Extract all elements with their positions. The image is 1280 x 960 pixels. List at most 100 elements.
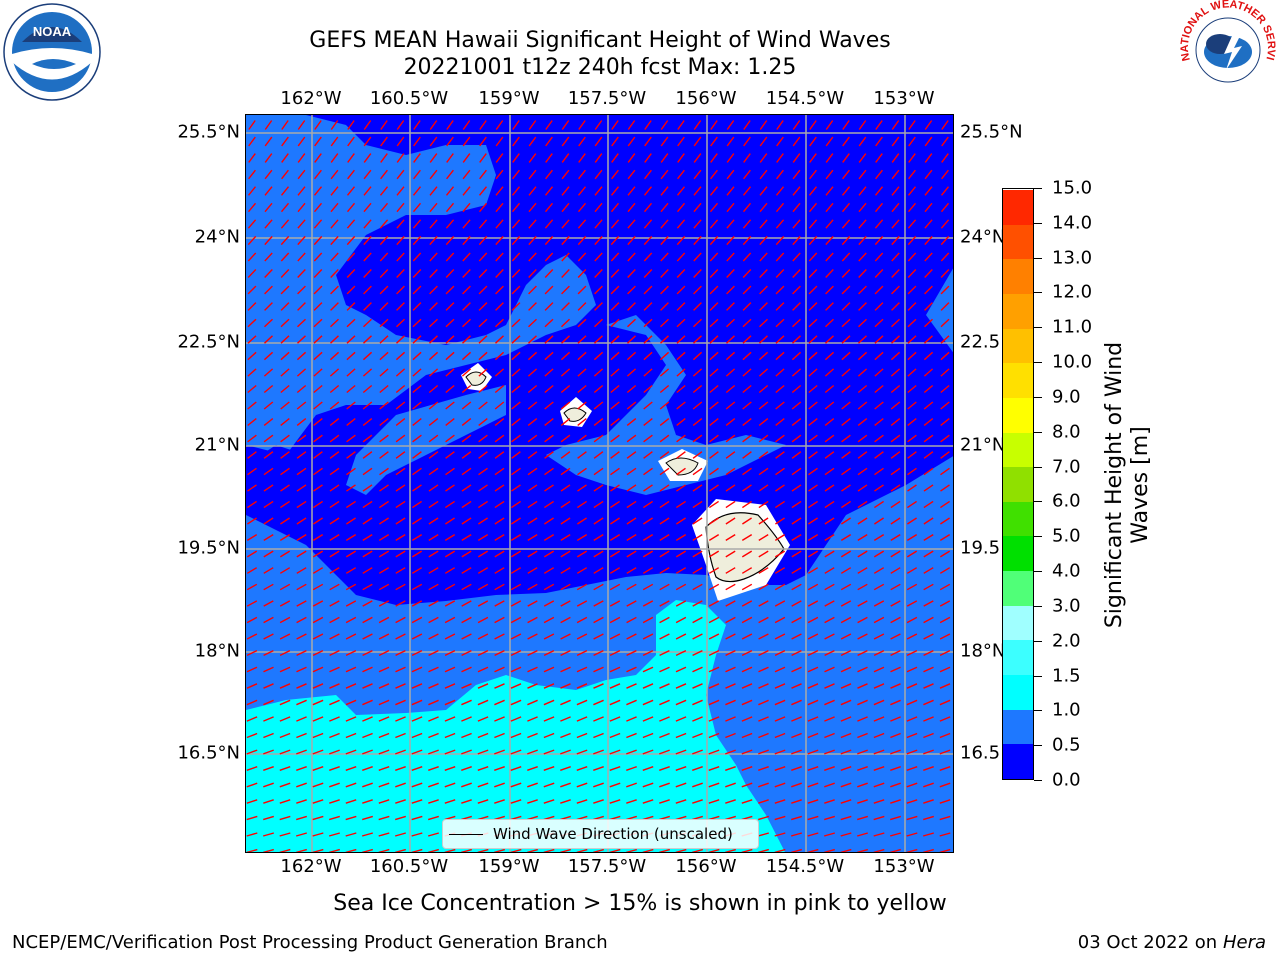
- wave-direction-arrow: [857, 517, 868, 525]
- wave-direction-arrow: [494, 799, 505, 804]
- wave-direction-arrow: [462, 186, 471, 196]
- wave-direction-arrow: [939, 815, 951, 821]
- wave-direction-arrow: [543, 550, 555, 558]
- lat-label-left: 21°N: [194, 434, 240, 456]
- wave-direction-arrow: [593, 616, 604, 624]
- wave-direction-arrow: [346, 484, 356, 492]
- wave-direction-arrow: [741, 666, 753, 673]
- wave-direction-arrow: [857, 567, 868, 574]
- wave-direction-arrow: [429, 202, 438, 213]
- wave-direction-arrow: [676, 517, 686, 525]
- wave-direction-arrow: [312, 666, 324, 673]
- wave-direction-arrow: [313, 351, 323, 361]
- wave-direction-arrow: [775, 401, 785, 410]
- wave-direction-arrow: [906, 766, 918, 771]
- wave-direction-arrow: [808, 318, 818, 328]
- wave-direction-arrow: [544, 186, 554, 196]
- wave-direction-arrow: [759, 186, 768, 196]
- wave-direction-arrow: [297, 252, 306, 262]
- wave-direction-arrow: [775, 500, 785, 509]
- wave-direction-arrow: [675, 782, 687, 788]
- wave-direction-arrow: [758, 799, 769, 804]
- wave-direction-arrow: [693, 169, 702, 180]
- wave-direction-arrow: [775, 318, 785, 328]
- wave-direction-arrow: [692, 550, 703, 558]
- wave-direction-arrow: [759, 219, 768, 229]
- wave-direction-arrow: [659, 848, 670, 852]
- wave-direction-arrow: [561, 335, 570, 344]
- wave-direction-arrow: [345, 633, 357, 640]
- wave-direction-arrow: [263, 550, 274, 558]
- wave-direction-arrow: [924, 186, 933, 196]
- colorbar-segment: [1003, 709, 1033, 745]
- wave-direction-arrow: [345, 534, 357, 541]
- wave-direction-arrow: [263, 749, 274, 755]
- wave-direction-arrow: [659, 732, 670, 739]
- wave-direction-arrow: [923, 351, 934, 361]
- wave-direction-arrow: [742, 235, 752, 246]
- wave-direction-arrow: [429, 136, 438, 147]
- wave-direction-arrow: [857, 401, 868, 410]
- wave-direction-arrow: [263, 451, 274, 459]
- wave-direction-arrow: [263, 384, 274, 394]
- wave-direction-arrow: [281, 136, 289, 147]
- wave-direction-arrow: [643, 335, 653, 344]
- wave-direction-arrow: [840, 649, 852, 657]
- wave-direction-arrow: [330, 153, 339, 163]
- wave-direction-arrow: [940, 434, 950, 443]
- wave-direction-arrow: [643, 484, 653, 492]
- wave-direction-arrow: [692, 716, 703, 722]
- wave-direction-arrow: [627, 186, 636, 196]
- wave-direction-arrow: [413, 169, 421, 180]
- wave-direction-arrow: [741, 616, 753, 624]
- wave-direction-arrow: [758, 567, 769, 574]
- wave-direction-arrow: [675, 616, 687, 624]
- wave-direction-arrow: [314, 120, 322, 130]
- wave-direction-arrow: [395, 434, 406, 443]
- wave-direction-arrow: [561, 318, 570, 328]
- wave-direction-arrow: [395, 451, 406, 459]
- wave-direction-arrow: [445, 202, 455, 213]
- wave-direction-arrow: [280, 252, 290, 262]
- wave-direction-arrow: [642, 583, 654, 591]
- wave-direction-arrow: [395, 550, 406, 558]
- wave-direction-arrow: [510, 848, 522, 852]
- wave-direction-arrow: [395, 848, 406, 852]
- wave-direction-arrow: [791, 451, 802, 459]
- wave-direction-arrow: [296, 616, 307, 624]
- wave-direction-arrow: [824, 467, 835, 476]
- wave-direction-arrow: [576, 732, 588, 739]
- lat-label-right: 25.5°N: [960, 121, 1023, 143]
- wave-direction-arrow: [246, 649, 258, 657]
- wave-direction-arrow: [263, 766, 274, 771]
- wave-direction-arrow: [379, 235, 389, 246]
- wave-direction-arrow: [543, 699, 555, 706]
- wave-direction-arrow: [395, 716, 406, 722]
- wave-direction-arrow: [791, 484, 802, 492]
- wave-direction-arrow: [643, 401, 653, 410]
- wave-direction-arrow: [494, 583, 505, 591]
- colorbar-segment: [1003, 466, 1033, 502]
- wave-direction-arrow: [346, 269, 356, 278]
- wave-direction-arrow: [577, 418, 587, 426]
- wave-direction-arrow: [312, 749, 324, 755]
- colorbar-tick-label: 2.0: [1052, 630, 1081, 652]
- wave-direction-arrow: [560, 616, 571, 624]
- wave-direction-arrow: [379, 401, 389, 410]
- wave-direction-arrow: [758, 583, 769, 591]
- wave-direction-arrow: [841, 285, 851, 295]
- wave-direction-arrow: [378, 633, 390, 640]
- wave-direction-arrow: [741, 633, 753, 640]
- wave-direction-arrow: [279, 534, 291, 541]
- wave-direction-arrow: [660, 169, 669, 180]
- wave-direction-arrow: [906, 633, 918, 640]
- wave-direction-arrow: [807, 815, 819, 821]
- credit-organization: NCEP/EMC/Verification Post Processing Pr…: [12, 932, 608, 953]
- wave-direction-arrow: [874, 418, 884, 426]
- wave-direction-arrow: [774, 600, 786, 607]
- wave-direction-arrow: [494, 467, 505, 476]
- wave-direction-arrow: [675, 732, 687, 739]
- wave-direction-arrow: [279, 600, 291, 607]
- wave-direction-arrow: [939, 583, 951, 591]
- wave-direction-arrow: [891, 153, 900, 163]
